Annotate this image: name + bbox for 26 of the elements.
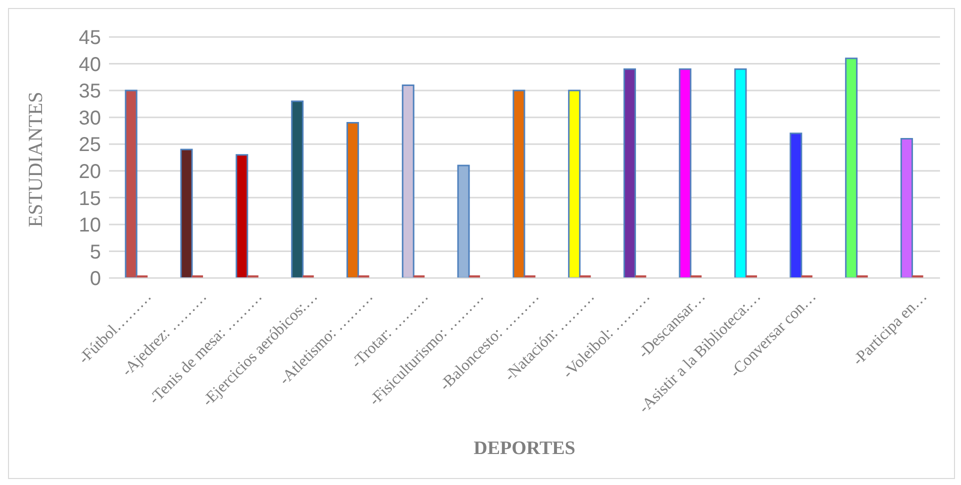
y-tick-label: 30 <box>78 107 101 130</box>
y-tick-label: 35 <box>78 80 101 103</box>
y-tick-label: 45 <box>78 27 101 50</box>
y-axis-title: ESTUDIANTES <box>25 92 48 228</box>
bar <box>512 90 526 278</box>
y-tick-label: 25 <box>78 134 101 156</box>
y-tick-label: 20 <box>78 160 101 183</box>
y-tick-label: 5 <box>90 241 101 264</box>
bar <box>623 68 636 278</box>
bar <box>291 100 304 278</box>
bar <box>845 58 858 278</box>
y-tick-label: 0 <box>90 268 101 290</box>
bar <box>734 68 747 278</box>
x-axis-title: DEPORTES <box>474 438 576 459</box>
y-tick-label: 10 <box>78 214 101 237</box>
bar <box>180 148 193 278</box>
bar <box>402 84 414 278</box>
bar <box>900 138 913 278</box>
bar <box>236 154 248 278</box>
bar <box>678 68 692 278</box>
bar <box>790 132 802 278</box>
bar <box>346 122 359 278</box>
y-tick-label: 40 <box>78 54 101 76</box>
bar <box>568 90 581 278</box>
y-tick-label: 15 <box>78 188 101 210</box>
bar <box>457 164 470 278</box>
